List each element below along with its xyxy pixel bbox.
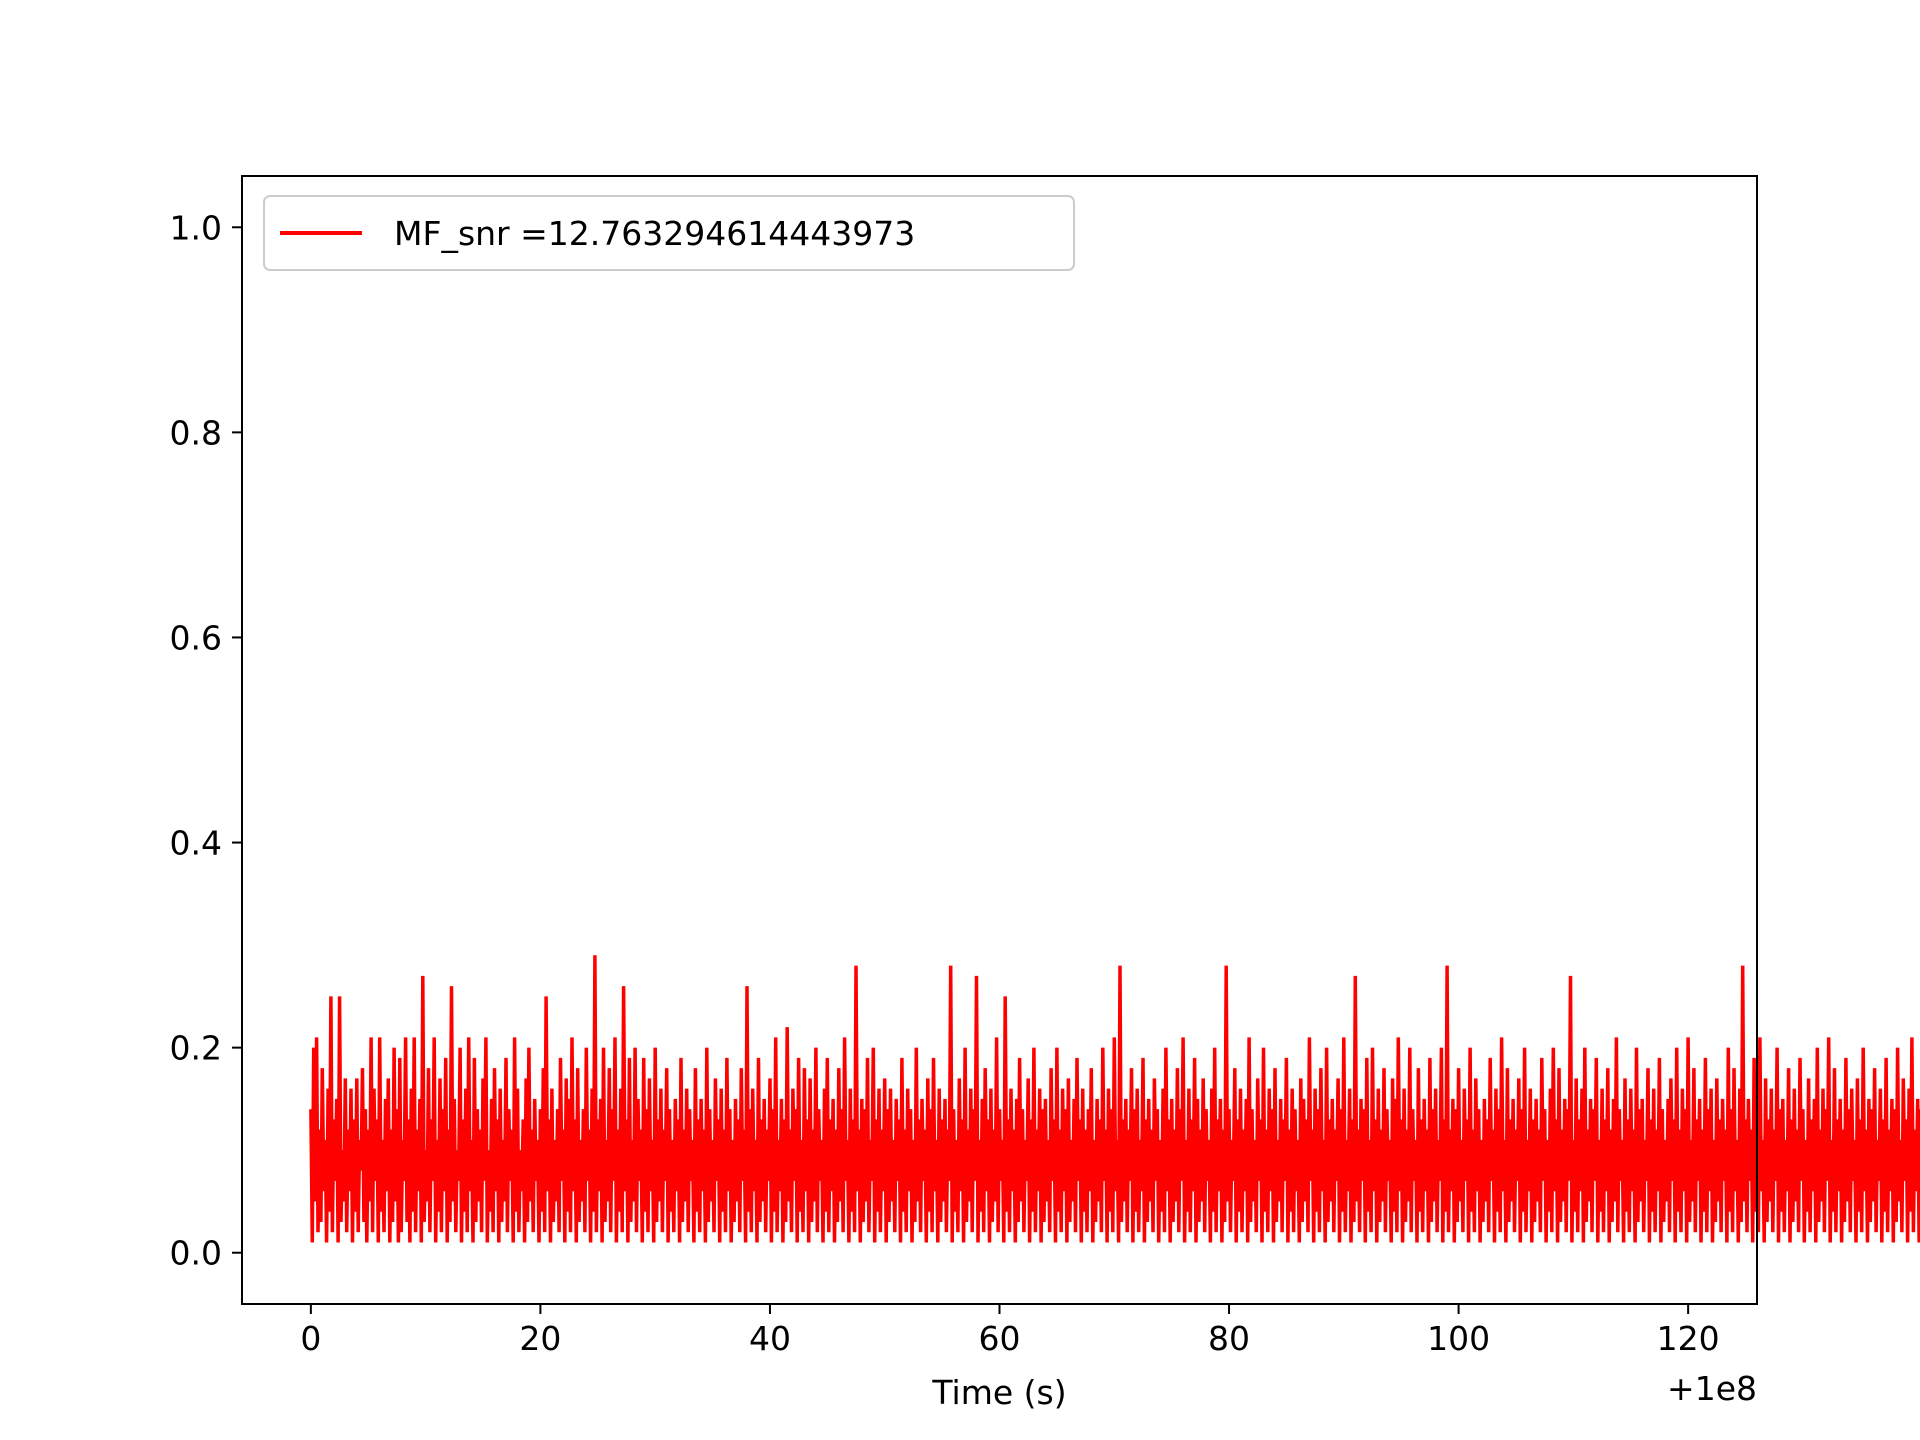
x-tick-label: 120 (1657, 1319, 1720, 1358)
series-line-0 (309, 955, 1920, 1243)
y-tick-label: 0.4 (170, 824, 222, 863)
y-tick-label: 1.0 (170, 208, 222, 247)
y-tick-label: 0.0 (170, 1234, 222, 1273)
x-tick-label: 100 (1427, 1319, 1490, 1358)
x-tick-label: 0 (300, 1319, 321, 1358)
legend-box (263, 195, 1075, 271)
x-tick-label: 20 (519, 1319, 561, 1358)
data-layer (309, 955, 1920, 1243)
x-tick-label: 80 (1208, 1319, 1250, 1358)
y-tick-label: 0.8 (170, 413, 222, 452)
y-tick-label: 0.2 (170, 1029, 222, 1068)
legend: MF_snr =12.763294614443973 (263, 195, 1075, 271)
y-axis: 0.0 0.2 0.4 0.6 0.8 1.0 (170, 208, 242, 1273)
x-axis: 0 20 40 60 80 100 120 (300, 1304, 1720, 1358)
y-tick-label: 0.6 (170, 618, 222, 657)
x-tick-label: 40 (749, 1319, 791, 1358)
x-axis-label: Time (s) (931, 1373, 1066, 1412)
x-axis-offset-label: +1e8 (1667, 1369, 1757, 1408)
legend-label: MF_snr =12.763294614443973 (394, 214, 915, 253)
x-tick-label: 60 (979, 1319, 1021, 1358)
